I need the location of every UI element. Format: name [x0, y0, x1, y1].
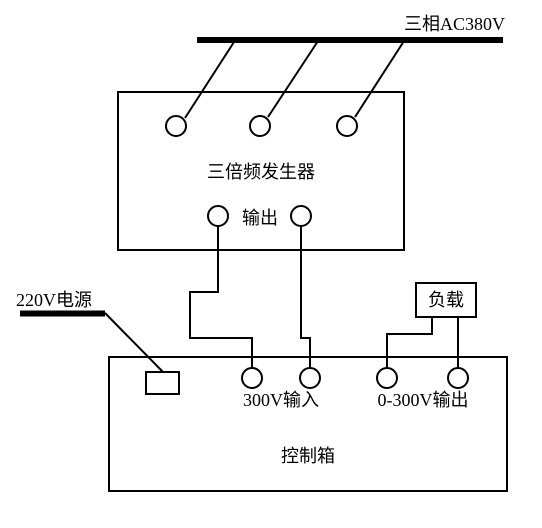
label-output: 输出 [242, 208, 278, 228]
ctrl-terminal-3 [448, 368, 468, 388]
gen-to-ctrl-right [301, 226, 310, 368]
power-220v-line [105, 313, 163, 372]
gen-in-terminal-0 [166, 116, 186, 136]
power-connector-box [146, 372, 179, 394]
gen-out-terminal-0 [208, 206, 228, 226]
label-load: 负载 [428, 290, 464, 310]
load-line-left [387, 317, 432, 368]
label-input_300v: 300V输入 [243, 390, 319, 410]
ctrl-terminal-2 [377, 368, 397, 388]
gen-in-terminal-2 [337, 116, 357, 136]
gen-in-terminal-1 [250, 116, 270, 136]
ac-input-line-1 [268, 41, 318, 117]
ctrl-terminal-1 [300, 368, 320, 388]
gen-to-ctrl-left [190, 226, 252, 368]
label-output_0_300v: 0-300V输出 [378, 390, 469, 410]
label-power_220v: 220V电源 [16, 290, 92, 310]
label-control_box: 控制箱 [281, 446, 335, 466]
wiring-diagram: 三相AC380V 三倍频发生器输出 220V电源 300V输入 0-300V输出 负载控制… [0, 0, 542, 528]
ctrl-terminal-0 [242, 368, 262, 388]
ac-input-line-0 [185, 42, 234, 118]
label-generator: 三倍频发生器 [207, 162, 315, 182]
ac-input-line-2 [355, 41, 404, 117]
label-three_phase_top: 三相AC380V [404, 14, 505, 34]
gen-out-terminal-1 [291, 206, 311, 226]
